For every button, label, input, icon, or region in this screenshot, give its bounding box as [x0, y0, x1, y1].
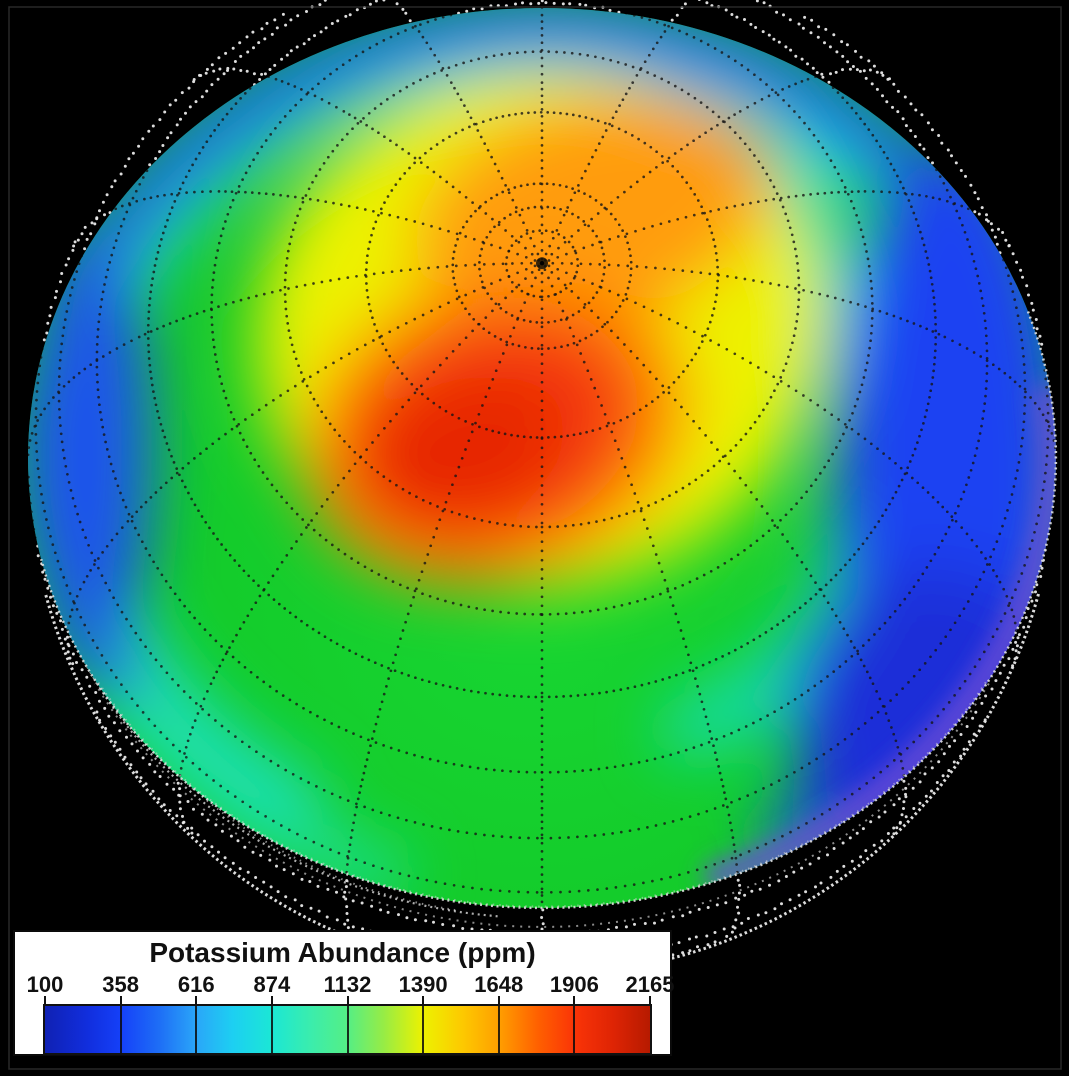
colorbar-segment-line: [346, 1006, 349, 1053]
colorbar-segment-line: [497, 1006, 500, 1053]
colorbar-tick-label: 1390: [398, 972, 448, 997]
colorbar-segment-line: [195, 1006, 198, 1053]
colorbar-segment-line: [270, 1006, 273, 1053]
colorbar-tick-label: 100: [26, 972, 64, 997]
colorbar-tick-mark: [573, 996, 576, 1004]
colorbar-tick-mark: [422, 996, 425, 1004]
colorbar-tick-mark: [270, 996, 273, 1004]
colorbar-tick-label: 1132: [323, 972, 372, 997]
colorbar-tick-label: 1906: [549, 972, 599, 997]
colorbar-tick-mark: [44, 996, 46, 1004]
colorbar-tick-label: 874: [253, 972, 291, 997]
frame-border: [8, 6, 1062, 1070]
colorbar-segment-line: [573, 1006, 576, 1053]
colorbar-tick-label: 2165: [625, 972, 675, 997]
legend-title: Potassium Abundance (ppm): [149, 937, 536, 968]
colorbar-tick-label: 616: [177, 972, 215, 997]
colorbar-tick-mark: [497, 996, 500, 1004]
colorbar-tick-label: 1648: [474, 972, 524, 997]
colorbar-tick-mark: [649, 996, 651, 1004]
colorbar-gradient: [43, 1004, 652, 1055]
legend: Potassium Abundance (ppm) 100 358 616 87…: [13, 930, 675, 1056]
colorbar-tick-label: 358: [102, 972, 139, 997]
colorbar-tick-mark: [195, 996, 198, 1004]
colorbar-tick-mark: [119, 996, 122, 1004]
colorbar-segment-line: [422, 1006, 425, 1053]
colorbar-tick-mark: [346, 996, 349, 1004]
colorbar-segment-line: [119, 1006, 122, 1053]
